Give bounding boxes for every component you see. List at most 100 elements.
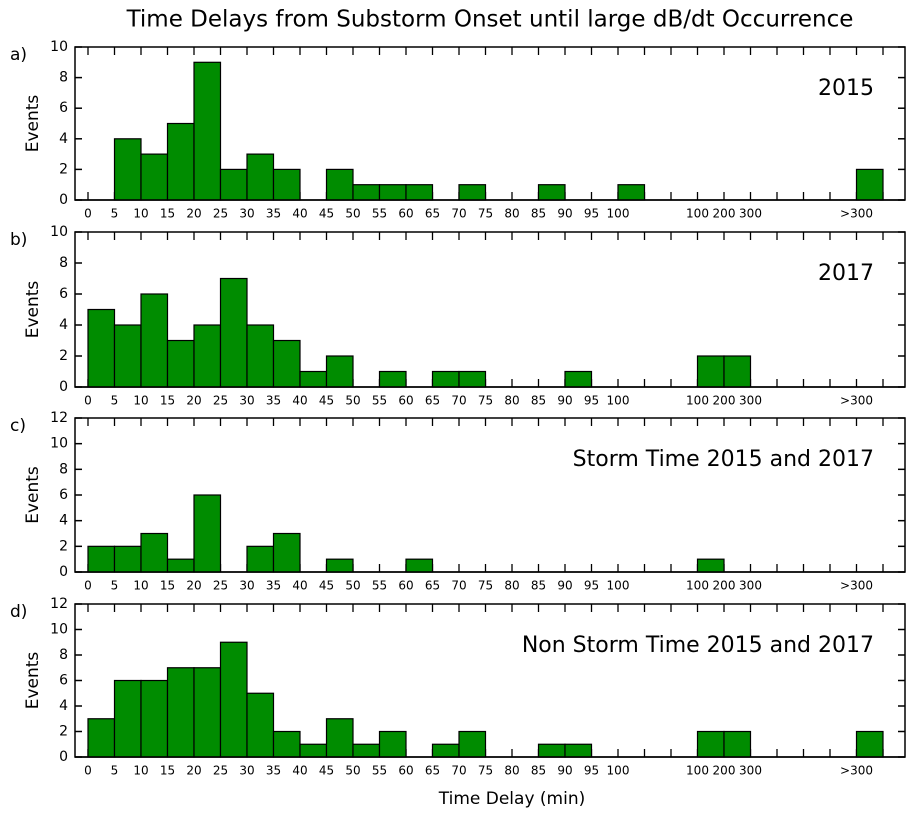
x-tick-label: >300 xyxy=(840,579,873,593)
y-tick-label: 4 xyxy=(59,317,68,333)
y-tick-label: 2 xyxy=(59,538,68,554)
x-tick-label: 300 xyxy=(739,207,762,221)
bar xyxy=(696,355,725,388)
x-tick-label: 10 xyxy=(133,579,148,593)
x-tick-label: 35 xyxy=(266,579,281,593)
bar xyxy=(299,370,328,388)
x-tick-label: 30 xyxy=(239,207,254,221)
x-tick-label: 40 xyxy=(292,764,307,778)
bar xyxy=(193,61,222,201)
x-tick-label: 35 xyxy=(266,207,281,221)
annotation: 2017 xyxy=(818,261,874,286)
bar xyxy=(246,153,275,201)
y-tick-label: 4 xyxy=(59,131,68,147)
bar xyxy=(537,743,566,758)
x-tick-label: >300 xyxy=(840,394,873,408)
x-tick-label: 300 xyxy=(739,579,762,593)
x-tick-label: 35 xyxy=(266,764,281,778)
x-tick-label: 30 xyxy=(239,579,254,593)
y-tick-label: 10 xyxy=(50,622,68,638)
x-tick-label: 50 xyxy=(345,207,360,221)
bar xyxy=(564,743,593,758)
bar xyxy=(696,558,725,573)
x-tick-label: 100 xyxy=(686,764,709,778)
bar xyxy=(87,308,116,388)
bar xyxy=(378,730,407,758)
x-tick-label: 300 xyxy=(739,394,762,408)
bar xyxy=(352,743,381,758)
panel-label: d) xyxy=(10,602,27,622)
y-tick-label: 8 xyxy=(59,70,68,86)
bar xyxy=(166,122,195,201)
x-tick-label: 60 xyxy=(398,394,413,408)
x-tick-label: 100 xyxy=(607,207,630,221)
x-tick-label: 25 xyxy=(213,579,228,593)
y-tick-label: 10 xyxy=(50,436,68,452)
x-tick-label: 20 xyxy=(186,207,201,221)
x-tick-label: 30 xyxy=(239,764,254,778)
y-axis-label: Events xyxy=(23,466,43,524)
y-tick-label: 8 xyxy=(59,647,68,663)
y-tick-label: 6 xyxy=(59,487,68,503)
x-tick-label: 100 xyxy=(686,207,709,221)
bar xyxy=(431,370,460,388)
x-tick-label: 45 xyxy=(319,207,334,221)
bar xyxy=(564,370,593,388)
x-tick-label: 200 xyxy=(713,394,736,408)
x-tick-label: 0 xyxy=(84,394,92,408)
x-tick-label: 100 xyxy=(686,579,709,593)
y-tick-label: 6 xyxy=(59,286,68,302)
x-tick-label: 60 xyxy=(398,764,413,778)
x-tick-label: 10 xyxy=(133,207,148,221)
x-tick-label: 80 xyxy=(504,394,519,408)
x-tick-label: 95 xyxy=(584,579,599,593)
x-tick-label: 80 xyxy=(504,207,519,221)
bar xyxy=(219,277,248,388)
bar xyxy=(140,293,169,388)
x-tick-label: 90 xyxy=(557,579,572,593)
x-tick-label: 20 xyxy=(186,394,201,408)
x-tick-label: 100 xyxy=(607,394,630,408)
bar xyxy=(113,324,142,388)
x-tick-label: 5 xyxy=(111,579,119,593)
y-tick-label: 8 xyxy=(59,461,68,477)
bar xyxy=(378,370,407,388)
x-tick-label: 100 xyxy=(607,764,630,778)
bar xyxy=(140,153,169,201)
bar xyxy=(272,730,301,758)
bar xyxy=(537,184,566,201)
bar xyxy=(855,168,884,201)
x-tick-label: 95 xyxy=(584,764,599,778)
y-tick-label: 2 xyxy=(59,724,68,740)
y-tick-label: 0 xyxy=(59,379,68,395)
y-axis-label: Events xyxy=(23,95,43,153)
bar xyxy=(246,324,275,388)
panel-label: a) xyxy=(10,45,27,65)
x-tick-label: 0 xyxy=(84,764,92,778)
bar xyxy=(219,168,248,201)
x-tick-label: 80 xyxy=(504,579,519,593)
bar xyxy=(113,138,142,201)
x-tick-label: 35 xyxy=(266,394,281,408)
bar xyxy=(405,558,434,573)
x-tick-label: 15 xyxy=(160,394,175,408)
bar xyxy=(140,679,169,758)
x-tick-label: 90 xyxy=(557,207,572,221)
x-tick-label: 10 xyxy=(133,394,148,408)
bar xyxy=(87,545,116,573)
x-tick-label: 15 xyxy=(160,764,175,778)
bar xyxy=(617,184,646,201)
bar xyxy=(246,692,275,758)
y-tick-label: 0 xyxy=(59,749,68,765)
bar xyxy=(166,558,195,573)
bar xyxy=(140,532,169,573)
panel-label: c) xyxy=(10,416,26,436)
y-tick-label: 4 xyxy=(59,698,68,714)
figure-title: Time Delays from Substorm Onset until la… xyxy=(126,7,854,33)
x-tick-label: 200 xyxy=(713,579,736,593)
bar xyxy=(723,730,752,758)
bar xyxy=(193,667,222,758)
panel-label: b) xyxy=(10,230,27,250)
bar xyxy=(431,743,460,758)
x-tick-label: 25 xyxy=(213,394,228,408)
